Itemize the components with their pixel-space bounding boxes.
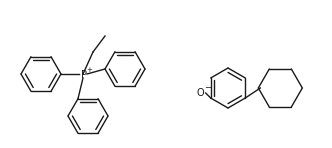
- Text: O: O: [197, 88, 205, 98]
- Text: −: −: [204, 83, 211, 92]
- Text: +: +: [86, 67, 92, 73]
- Text: P: P: [81, 70, 87, 80]
